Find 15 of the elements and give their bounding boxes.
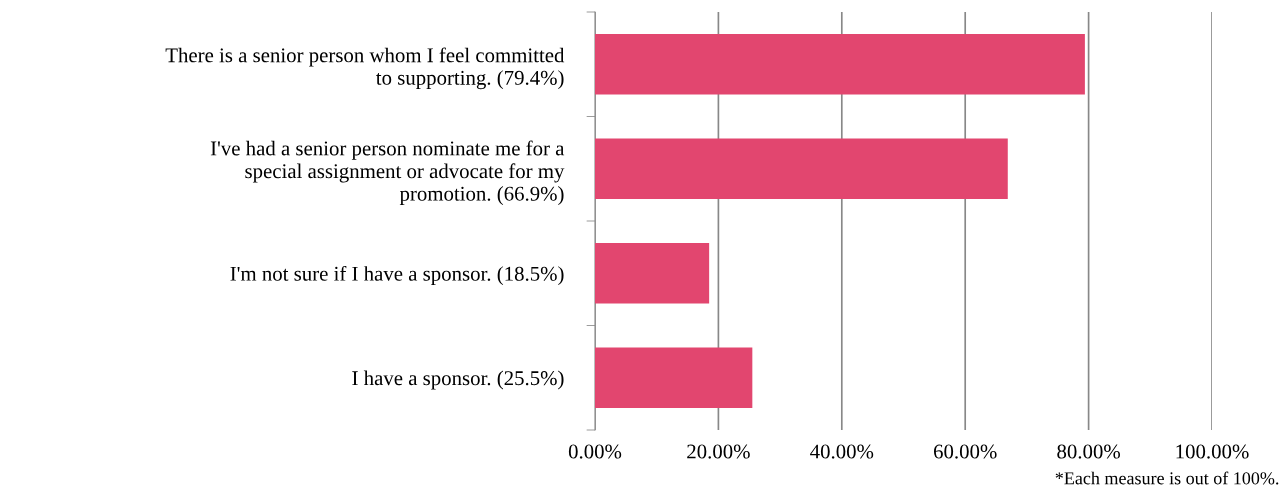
x-tick-label: 100.00% xyxy=(1176,444,1249,459)
x-tick-label: 80.00% xyxy=(1057,444,1120,459)
bar xyxy=(595,33,1085,95)
y-tick-label: There is a senior person whom I feel committed to supporting. (79.4%) xyxy=(165,47,565,90)
x-tick-label: 60.00% xyxy=(933,444,997,459)
bar xyxy=(595,242,710,304)
x-tick-label: 20.00% xyxy=(687,444,750,459)
bar xyxy=(595,138,1008,200)
text: *Each measure is out of 100%. xyxy=(1055,471,1279,485)
y-tick-label: I've had a senior person nominate me for a special assignment or advocate for my promotion. (66.9%) xyxy=(210,140,565,205)
x-tick-label: 40.00% xyxy=(810,444,874,459)
y-tick-label: I'm not sure if I have a sponsor. (18.5%) xyxy=(230,265,564,286)
y-tick-label: I have a sponsor. (25.5%) xyxy=(352,370,564,390)
bar xyxy=(595,347,753,409)
x-tick-label: 0.00% xyxy=(568,444,622,459)
